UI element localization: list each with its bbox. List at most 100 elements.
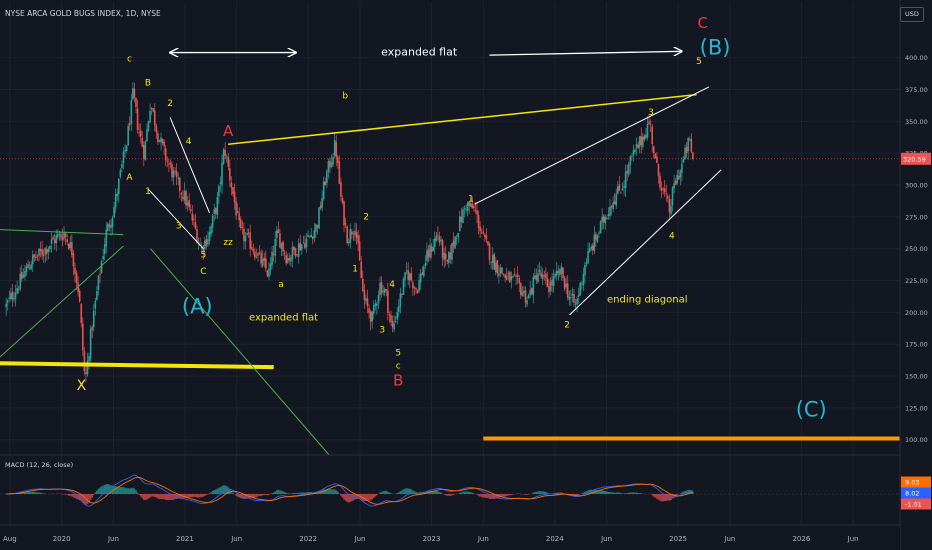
price-tick-label: 100.00	[905, 436, 928, 444]
candle-body	[53, 239, 56, 244]
macd-histogram-bar	[102, 485, 104, 494]
candle-body	[529, 289, 531, 296]
macd-histogram-bar	[91, 494, 93, 498]
time-tick-label: Jun	[477, 535, 489, 543]
macd-histogram-bar	[174, 494, 176, 500]
macd-histogram-bar	[77, 494, 79, 500]
macd-histogram-bar	[268, 494, 270, 495]
candle-body	[155, 125, 158, 133]
macd-histogram-bar	[504, 494, 506, 497]
macd-histogram-bar	[476, 494, 478, 495]
candle-body	[476, 210, 478, 215]
macd-histogram-bar	[410, 489, 413, 494]
wave-label: ending diagonal	[607, 295, 687, 306]
macd-histogram-bar	[524, 494, 527, 495]
macd-histogram-bar	[466, 491, 469, 494]
chart-title[interactable]: NYSE ARCA GOLD BUGS INDEX, 1D, NYSE	[5, 9, 161, 18]
macd-histogram-bar	[117, 486, 120, 494]
candle-body	[327, 161, 330, 172]
candle-body	[408, 273, 411, 281]
candle-body	[96, 290, 98, 301]
macd-histogram-bar	[432, 491, 435, 494]
candle-body	[646, 123, 649, 138]
macd-histogram-bar	[188, 494, 190, 498]
candle-body	[498, 273, 500, 276]
macd-histogram-bar	[552, 493, 555, 494]
wave-label: (B)	[700, 36, 731, 60]
candle-body	[293, 246, 295, 251]
macd-histogram-bar	[459, 492, 461, 494]
candle-body	[490, 261, 492, 263]
wave-label: 5	[395, 349, 401, 359]
time-tick-label: Jun	[723, 535, 735, 543]
macd-histogram-bar	[602, 490, 605, 494]
macd-histogram-bar	[158, 494, 161, 500]
macd-histogram-bar	[635, 492, 638, 494]
macd-histogram-bar	[496, 494, 499, 499]
macd-histogram-bar	[144, 494, 147, 501]
macd-histogram-bar	[627, 492, 630, 494]
macd-histogram-bar	[624, 493, 627, 494]
candle-body	[607, 214, 610, 217]
candle-body	[468, 201, 470, 206]
candle-body	[377, 294, 380, 303]
macd-histogram-bar	[110, 485, 112, 494]
candle-body	[649, 123, 652, 125]
macd-histogram-bar	[260, 494, 262, 496]
time-tick-label: 2025	[669, 535, 687, 543]
candle-body	[613, 201, 616, 205]
chart-grid	[0, 2, 900, 525]
candle-body	[668, 199, 671, 213]
candle-body	[92, 310, 95, 328]
candle-body	[530, 288, 533, 294]
candle-body	[541, 274, 544, 280]
candle-body	[645, 135, 647, 139]
candle-body	[349, 229, 352, 244]
macd-pane	[0, 454, 900, 507]
candle-body	[38, 248, 40, 256]
candle-body	[376, 303, 378, 306]
candle-body	[581, 283, 583, 285]
candle-body	[218, 186, 220, 197]
candle-body	[89, 329, 92, 359]
candle-body	[606, 217, 608, 220]
wave-label: 1	[468, 195, 474, 205]
candle-body	[6, 300, 9, 303]
macd-histogram-bar	[86, 494, 89, 505]
candle-body	[559, 269, 561, 275]
currency-button[interactable]: USD	[900, 7, 924, 22]
candle-body	[515, 275, 517, 277]
candle-body	[146, 129, 148, 142]
candle-body	[448, 251, 450, 264]
candle-body	[232, 187, 234, 194]
candle-body	[341, 198, 344, 204]
macd-histogram-bar	[404, 488, 406, 494]
time-tick-label: 2024	[546, 535, 564, 543]
candle-body	[454, 236, 456, 249]
candle-body	[25, 266, 28, 273]
macd-legend[interactable]: MACD (12, 26, close)	[5, 461, 74, 469]
candle-body	[41, 249, 43, 256]
macd-histogram-bar	[499, 494, 502, 498]
candle-body	[463, 208, 466, 209]
macd-histogram-bar	[440, 492, 442, 494]
candle-body	[460, 216, 463, 222]
macd-histogram-bar	[487, 494, 489, 499]
candle-body	[429, 244, 431, 258]
macd-histogram-bar	[39, 492, 42, 494]
candle-body	[24, 271, 26, 277]
candle-body	[682, 159, 685, 163]
macd-histogram-bar	[490, 494, 492, 500]
candle-body	[122, 151, 125, 164]
candle-body	[103, 244, 106, 255]
macd-histogram-bar	[168, 494, 170, 501]
candle-body	[601, 216, 603, 223]
candle-body	[340, 182, 342, 197]
candle-body	[591, 245, 594, 251]
macd-histogram-bar	[559, 492, 561, 494]
macd-histogram-bar	[692, 491, 694, 494]
macd-histogram-bar	[473, 493, 475, 494]
macd-histogram-bar	[663, 494, 666, 502]
price-tick-label: 350.00	[905, 118, 928, 126]
